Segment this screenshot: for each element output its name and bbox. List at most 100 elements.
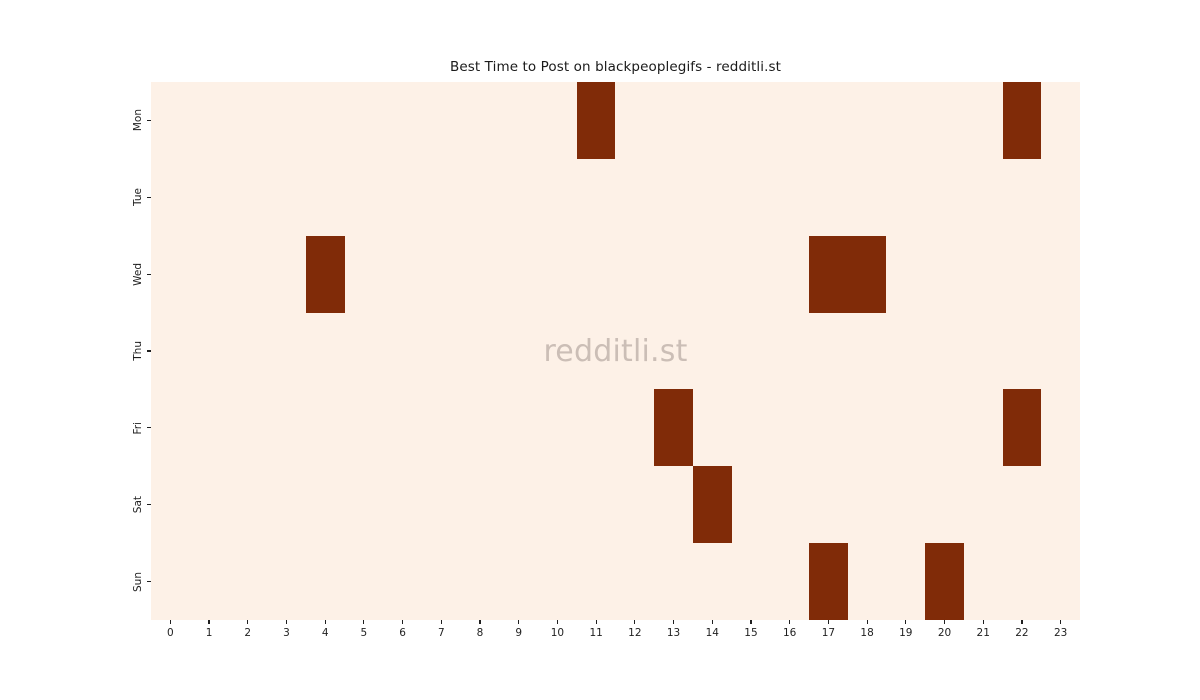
- heatmap-cell: [809, 235, 848, 313]
- x-axis: 0 1 2 3 4 5 6 7 8 9 10 11 12 13 14 15 16 17 18 19 20 21 22 23: [151, 620, 1080, 660]
- x-axis-tick: 13: [654, 620, 693, 660]
- x-axis-tick-label: 18: [860, 627, 874, 639]
- x-axis-tick-label: 17: [821, 627, 836, 639]
- x-axis-tick: 19: [886, 620, 925, 660]
- x-axis-tick: 16: [770, 620, 809, 660]
- x-axis-tick-mark: [634, 620, 636, 624]
- heatmap-cell: [925, 312, 964, 390]
- x-axis-tick-label: 5: [360, 627, 368, 639]
- y-axis-tick: Sun: [0, 543, 151, 620]
- heatmap-cell: [770, 235, 810, 313]
- x-axis-tick-mark: [827, 620, 829, 624]
- heatmap-cell: [460, 312, 500, 390]
- heatmap-cell: [886, 466, 926, 544]
- y-axis-tick-mark: [147, 580, 151, 583]
- x-axis-tick-mark: [982, 620, 984, 624]
- heatmap-cell: [383, 543, 422, 620]
- x-axis-tick-mark: [363, 620, 365, 624]
- heatmap-cell: [770, 389, 810, 467]
- heatmap-cell: [576, 235, 616, 313]
- y-axis-tick-label: Sun: [131, 571, 144, 592]
- heatmap-cell: [692, 389, 732, 467]
- x-axis-tick: 7: [422, 620, 461, 660]
- heatmap-cell: [1041, 312, 1080, 390]
- heatmap-cell: [460, 543, 500, 620]
- x-axis-tick-mark: [324, 620, 326, 624]
- heatmap-cell: [770, 543, 810, 620]
- heatmap-cell: [383, 82, 422, 159]
- heatmap-cell: [925, 466, 964, 544]
- x-axis-tick-mark: [440, 620, 442, 624]
- heatmap-cell: [267, 543, 306, 620]
- x-axis-tick-label: 10: [550, 627, 565, 639]
- heatmap-cell: [692, 235, 732, 313]
- x-axis-tick-label: 11: [589, 627, 603, 639]
- x-axis-tick: 0: [151, 620, 190, 660]
- heatmap-cell: [228, 466, 268, 544]
- heatmap-cell: [770, 466, 810, 544]
- heatmap-cell: [1002, 312, 1042, 390]
- x-axis-tick-label: 9: [515, 627, 523, 639]
- heatmap-cell: [189, 158, 229, 236]
- x-axis-tick: 20: [925, 620, 964, 660]
- y-axis: Mon Tue Wed Thu Fri Sat Sun: [0, 82, 151, 620]
- heatmap-cell: [847, 82, 887, 159]
- heatmap-cell: [576, 82, 616, 159]
- y-axis-tick-mark: [147, 119, 151, 122]
- heatmap-cell: [692, 543, 732, 620]
- x-axis-tick: 9: [499, 620, 538, 660]
- heatmap-cell: [344, 158, 384, 236]
- x-axis-tick: 10: [538, 620, 577, 660]
- heatmap-cell: [267, 235, 306, 313]
- x-axis-tick-label: 0: [167, 627, 174, 639]
- heatmap-cell: [421, 235, 461, 313]
- x-axis-tick-mark: [556, 620, 559, 624]
- heatmap-cell: [305, 235, 345, 313]
- x-axis-tick-mark: [750, 620, 752, 624]
- y-axis-tick-mark: [147, 504, 151, 506]
- heatmap-cell: [654, 543, 693, 620]
- heatmap-cell: [151, 466, 190, 544]
- heatmap-cell: [809, 312, 848, 390]
- heatmap-cell: [460, 235, 500, 313]
- heatmap-cell: [692, 82, 732, 159]
- heatmap-cell: [925, 158, 964, 236]
- heatmap-cell: [1002, 82, 1042, 159]
- heatmap-cell: [538, 235, 577, 313]
- heatmap-cell: [499, 158, 539, 236]
- heatmap-cell: [499, 389, 539, 467]
- heatmap-cell: [809, 158, 848, 236]
- heatmap-cell: [847, 158, 887, 236]
- heatmap-cell: [847, 466, 887, 544]
- x-axis-tick: 6: [383, 620, 422, 660]
- heatmap-cell: [576, 312, 616, 390]
- x-axis-tick: 23: [1041, 620, 1080, 660]
- x-axis-tick-mark: [943, 620, 946, 624]
- heatmap-cell: [886, 543, 926, 620]
- heatmap-cell: [538, 158, 577, 236]
- x-axis-tick: 5: [345, 620, 384, 660]
- heatmap-cell: [383, 312, 422, 390]
- x-axis-tick-label: 12: [628, 627, 642, 639]
- heatmap-cell: [344, 389, 384, 467]
- x-axis-tick-label: 14: [705, 627, 719, 639]
- heatmap-cell: [731, 466, 771, 544]
- heatmap-cell: [847, 312, 887, 390]
- heatmap-cell: [615, 235, 655, 313]
- heatmap-cell: [499, 82, 539, 159]
- heatmap-cell: [228, 389, 268, 467]
- heatmap-cell: [344, 235, 384, 313]
- heatmap-cell: [538, 543, 577, 620]
- heatmap-cell: [421, 82, 461, 159]
- heatmap-cell: [770, 82, 810, 159]
- x-axis-tick-label: 4: [321, 627, 329, 639]
- x-axis-tick-label: 2: [244, 627, 252, 639]
- x-axis-tick-mark: [169, 620, 171, 624]
- x-axis-tick-mark: [789, 620, 791, 624]
- heatmap-cell: [1041, 389, 1080, 467]
- heatmap-cell: [886, 82, 926, 159]
- heatmap-cell: [151, 543, 190, 620]
- heatmap-cell: [654, 82, 693, 159]
- x-axis-tick-mark: [595, 620, 597, 624]
